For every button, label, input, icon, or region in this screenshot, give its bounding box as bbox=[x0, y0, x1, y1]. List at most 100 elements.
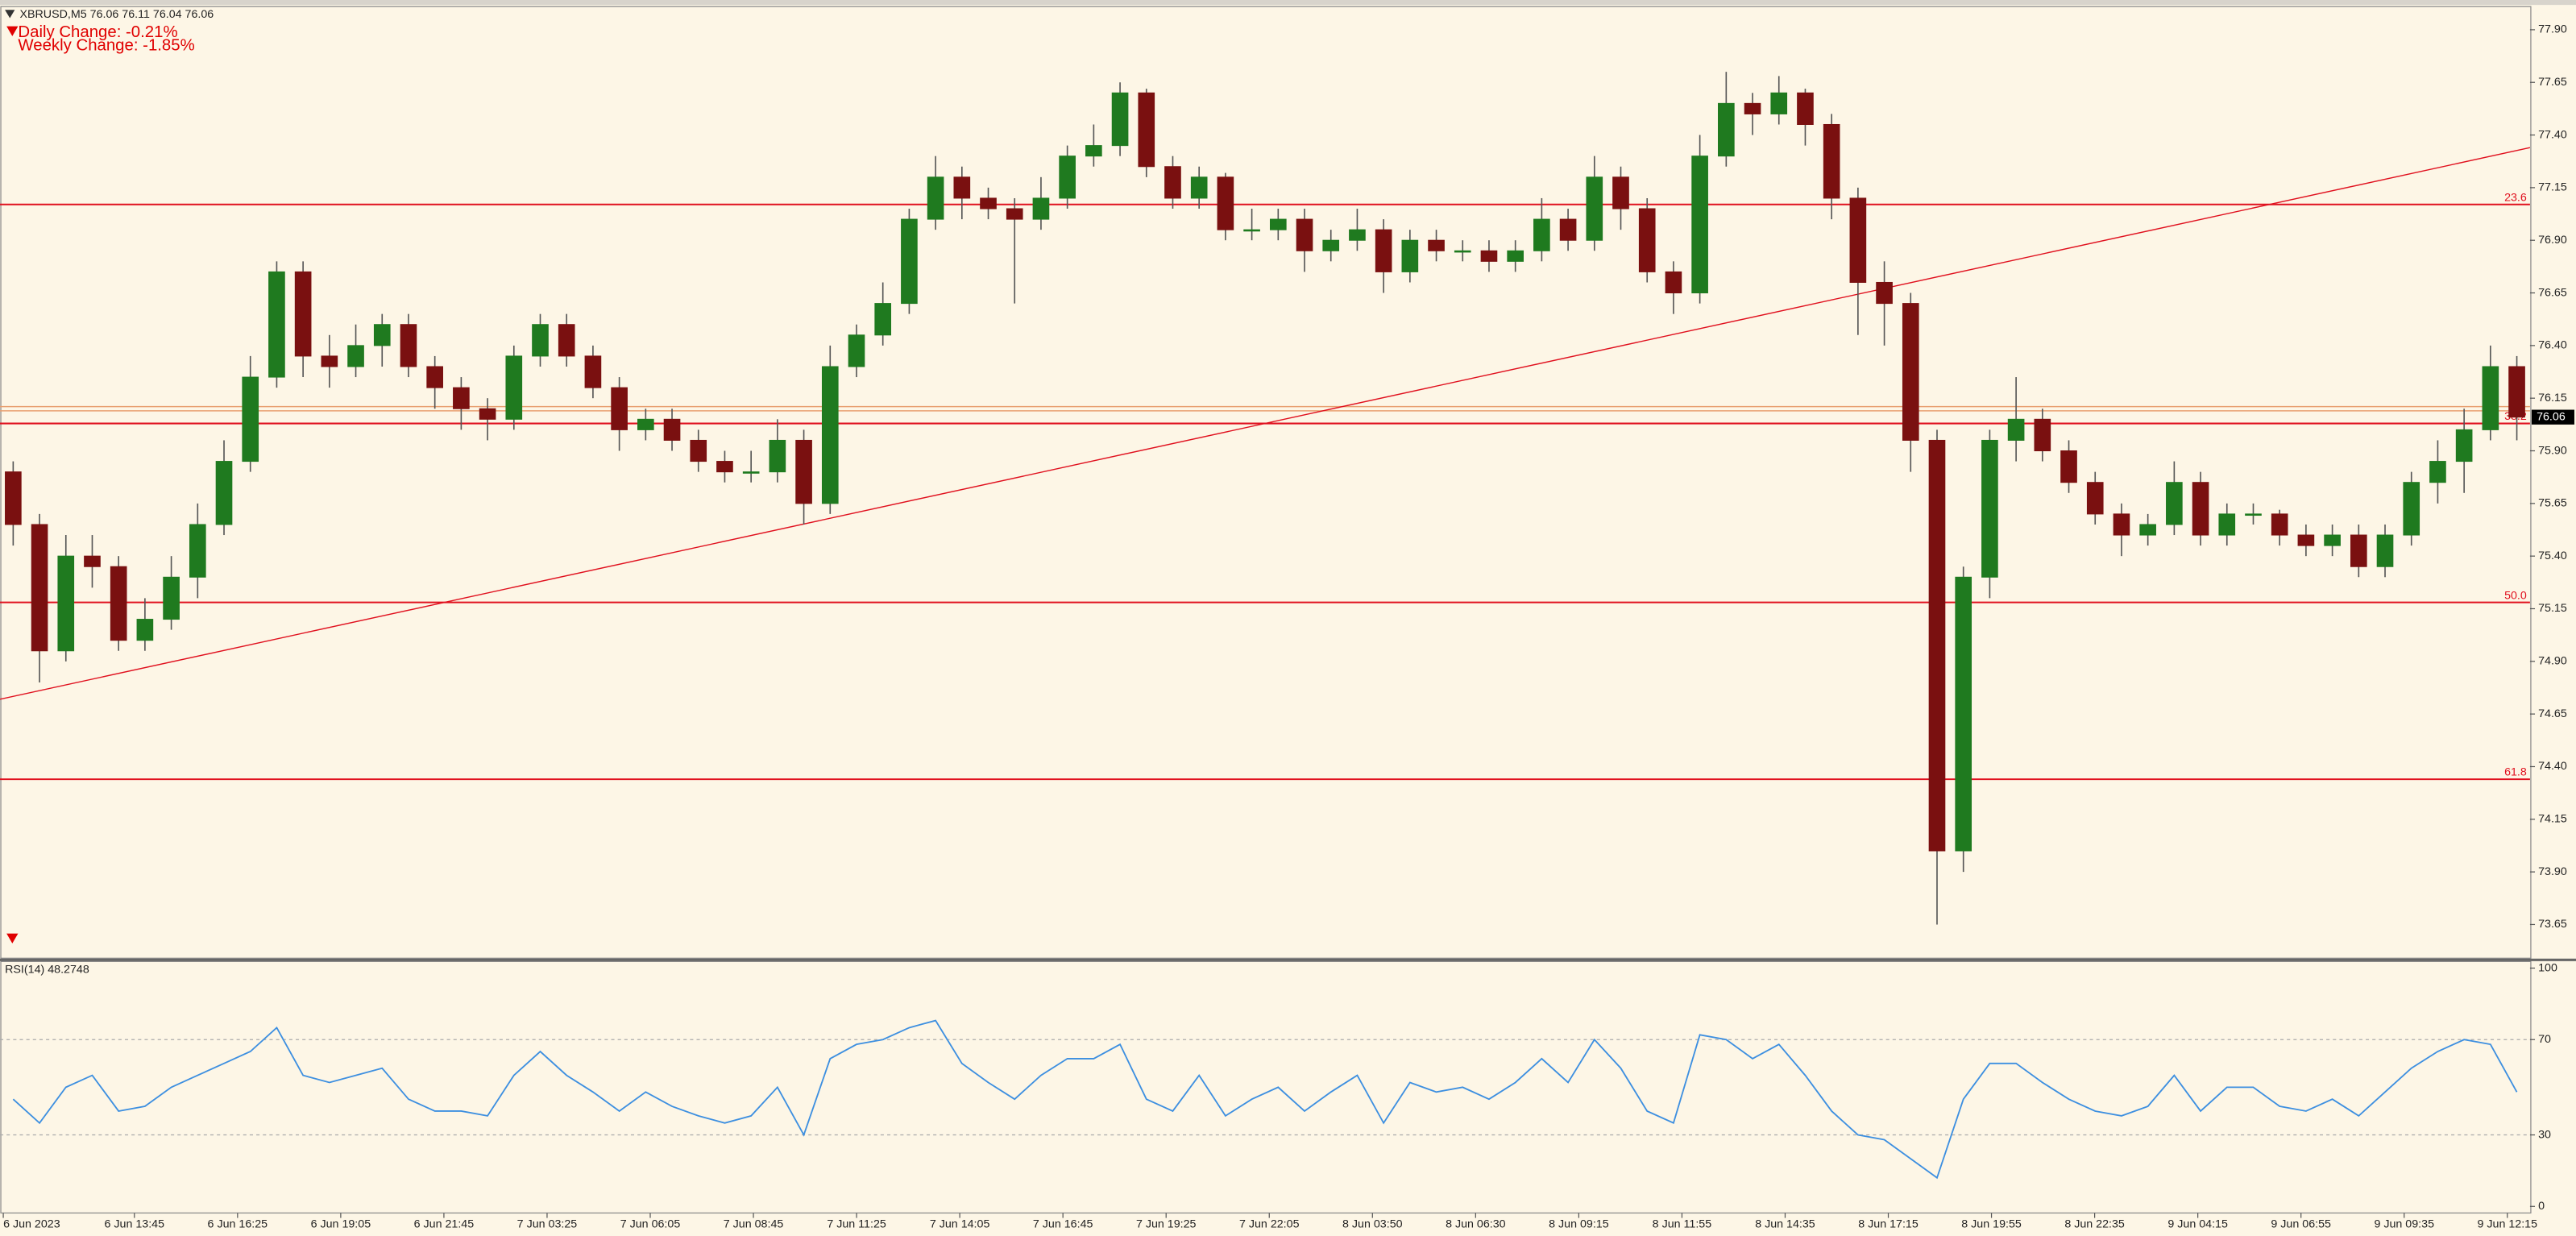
candle-body bbox=[1349, 229, 1366, 241]
candle-body bbox=[1638, 208, 1656, 272]
toolbar-strip bbox=[0, 0, 2576, 6]
candle-body bbox=[1085, 145, 1102, 157]
candle-body bbox=[1665, 271, 1682, 294]
candle-body bbox=[1823, 123, 1840, 199]
candle-body bbox=[901, 218, 918, 305]
y-tick-label: 76.90 bbox=[2538, 234, 2567, 247]
candle-body bbox=[1797, 92, 1814, 126]
x-tick-label: 6 Jun 19:05 bbox=[311, 1217, 371, 1230]
candle-body bbox=[5, 471, 22, 525]
x-tick-label: 7 Jun 19:25 bbox=[1136, 1217, 1197, 1230]
x-tick-label: 7 Jun 16:45 bbox=[1033, 1217, 1093, 1230]
candle-body bbox=[2245, 513, 2262, 516]
candle-body bbox=[2166, 482, 2183, 525]
candle-body bbox=[2218, 513, 2236, 536]
candle-body bbox=[189, 524, 206, 578]
candle-body bbox=[1902, 303, 1919, 441]
candle-body bbox=[57, 555, 75, 652]
y-tick-label: 74.15 bbox=[2538, 813, 2567, 826]
candle-body bbox=[2482, 366, 2499, 430]
candle-body bbox=[1876, 281, 1893, 305]
candle-body bbox=[1243, 229, 1260, 232]
weekly-change: Weekly Change: -1.85% bbox=[18, 37, 194, 55]
y-tick-label: 75.90 bbox=[2538, 444, 2567, 457]
y-tick-label: 76.15 bbox=[2538, 392, 2567, 404]
x-tick-label: 8 Jun 19:55 bbox=[1961, 1217, 2022, 1230]
candle-body bbox=[690, 439, 707, 462]
candle-body bbox=[2508, 366, 2525, 418]
candle-body bbox=[1164, 166, 1181, 199]
candle-body bbox=[1428, 239, 1445, 251]
x-tick-label: 8 Jun 14:35 bbox=[1755, 1217, 1815, 1230]
trendline bbox=[0, 147, 2531, 700]
y-tick-label: 77.90 bbox=[2538, 23, 2567, 36]
x-tick-label: 9 Jun 09:35 bbox=[2374, 1217, 2434, 1230]
candle-body bbox=[1401, 239, 1419, 272]
candle-body bbox=[2455, 429, 2473, 462]
y-tick-label: 74.65 bbox=[2538, 707, 2567, 720]
y-tick-label: 74.40 bbox=[2538, 760, 2567, 773]
candle-body bbox=[373, 324, 391, 346]
rsi-y-tick-label: 70 bbox=[2538, 1033, 2551, 1046]
rsi-y-tick-label: 100 bbox=[2538, 961, 2557, 974]
candle-body bbox=[2403, 482, 2420, 536]
candle-body bbox=[136, 619, 154, 641]
rsi-panel bbox=[0, 960, 2532, 1214]
daily-change: Daily Change: -0.21% bbox=[18, 23, 177, 41]
candle-body bbox=[505, 355, 523, 420]
candle-body bbox=[953, 176, 971, 199]
y-tick-label: 73.65 bbox=[2538, 918, 2567, 931]
current-price-box bbox=[2531, 409, 2574, 425]
y-tick-label: 75.15 bbox=[2538, 602, 2567, 615]
x-tick-label: 6 Jun 16:25 bbox=[208, 1217, 268, 1230]
x-tick-label: 7 Jun 11:25 bbox=[827, 1217, 886, 1230]
candle-body bbox=[453, 387, 470, 409]
candle-body bbox=[1981, 439, 1998, 578]
candle-body bbox=[1691, 156, 1708, 294]
x-tick-label: 7 Jun 22:05 bbox=[1239, 1217, 1300, 1230]
x-tick-label: 7 Jun 03:25 bbox=[517, 1217, 578, 1230]
y-tick-label: 75.40 bbox=[2538, 550, 2567, 562]
candle-body bbox=[1375, 229, 1392, 272]
x-tick-label: 8 Jun 17:15 bbox=[1858, 1217, 1919, 1230]
candle-body bbox=[347, 345, 364, 367]
candle-body bbox=[874, 303, 892, 336]
candle-body bbox=[558, 324, 575, 357]
candle-body bbox=[479, 408, 496, 420]
candle-body bbox=[242, 376, 259, 462]
candle-body bbox=[1480, 250, 1498, 262]
candle-body bbox=[2086, 482, 2104, 515]
marker-arrow bbox=[6, 933, 19, 944]
rsi-y-tick-label: 0 bbox=[2538, 1200, 2545, 1213]
candle-body bbox=[1559, 218, 1577, 241]
x-tick-label: 8 Jun 06:30 bbox=[1446, 1217, 1506, 1230]
candle-body bbox=[84, 555, 101, 567]
x-tick-label: 6 Jun 21:45 bbox=[414, 1217, 475, 1230]
candle-body bbox=[268, 271, 285, 378]
candle-body bbox=[980, 197, 997, 209]
fib-level-label: 23.6 bbox=[2504, 191, 2527, 204]
candle-body bbox=[1059, 156, 1076, 199]
x-tick-label: 6 Jun 2023 bbox=[3, 1217, 60, 1230]
y-tick-label: 77.65 bbox=[2538, 76, 2567, 89]
x-tick-label: 9 Jun 04:15 bbox=[2167, 1217, 2228, 1230]
candle-body bbox=[1322, 239, 1340, 251]
candle-body bbox=[1217, 176, 1234, 230]
candle-body bbox=[769, 439, 786, 473]
candle-body bbox=[1718, 102, 1735, 157]
y-tick-label: 77.15 bbox=[2538, 181, 2567, 194]
rsi-y-tick-label: 30 bbox=[2538, 1128, 2551, 1141]
candle-body bbox=[795, 439, 812, 504]
x-tick-label: 7 Jun 06:05 bbox=[620, 1217, 681, 1230]
x-tick-label: 8 Jun 11:55 bbox=[1653, 1217, 1712, 1230]
candle-body bbox=[2297, 534, 2315, 546]
candle-body bbox=[400, 324, 417, 367]
x-tick-label: 8 Jun 09:15 bbox=[1549, 1217, 1609, 1230]
fib-level-label: 50.0 bbox=[2504, 589, 2527, 602]
candle-body bbox=[532, 324, 549, 357]
candle-body bbox=[1586, 176, 1603, 241]
candle-body bbox=[294, 271, 312, 357]
candle-body bbox=[1507, 250, 1524, 262]
